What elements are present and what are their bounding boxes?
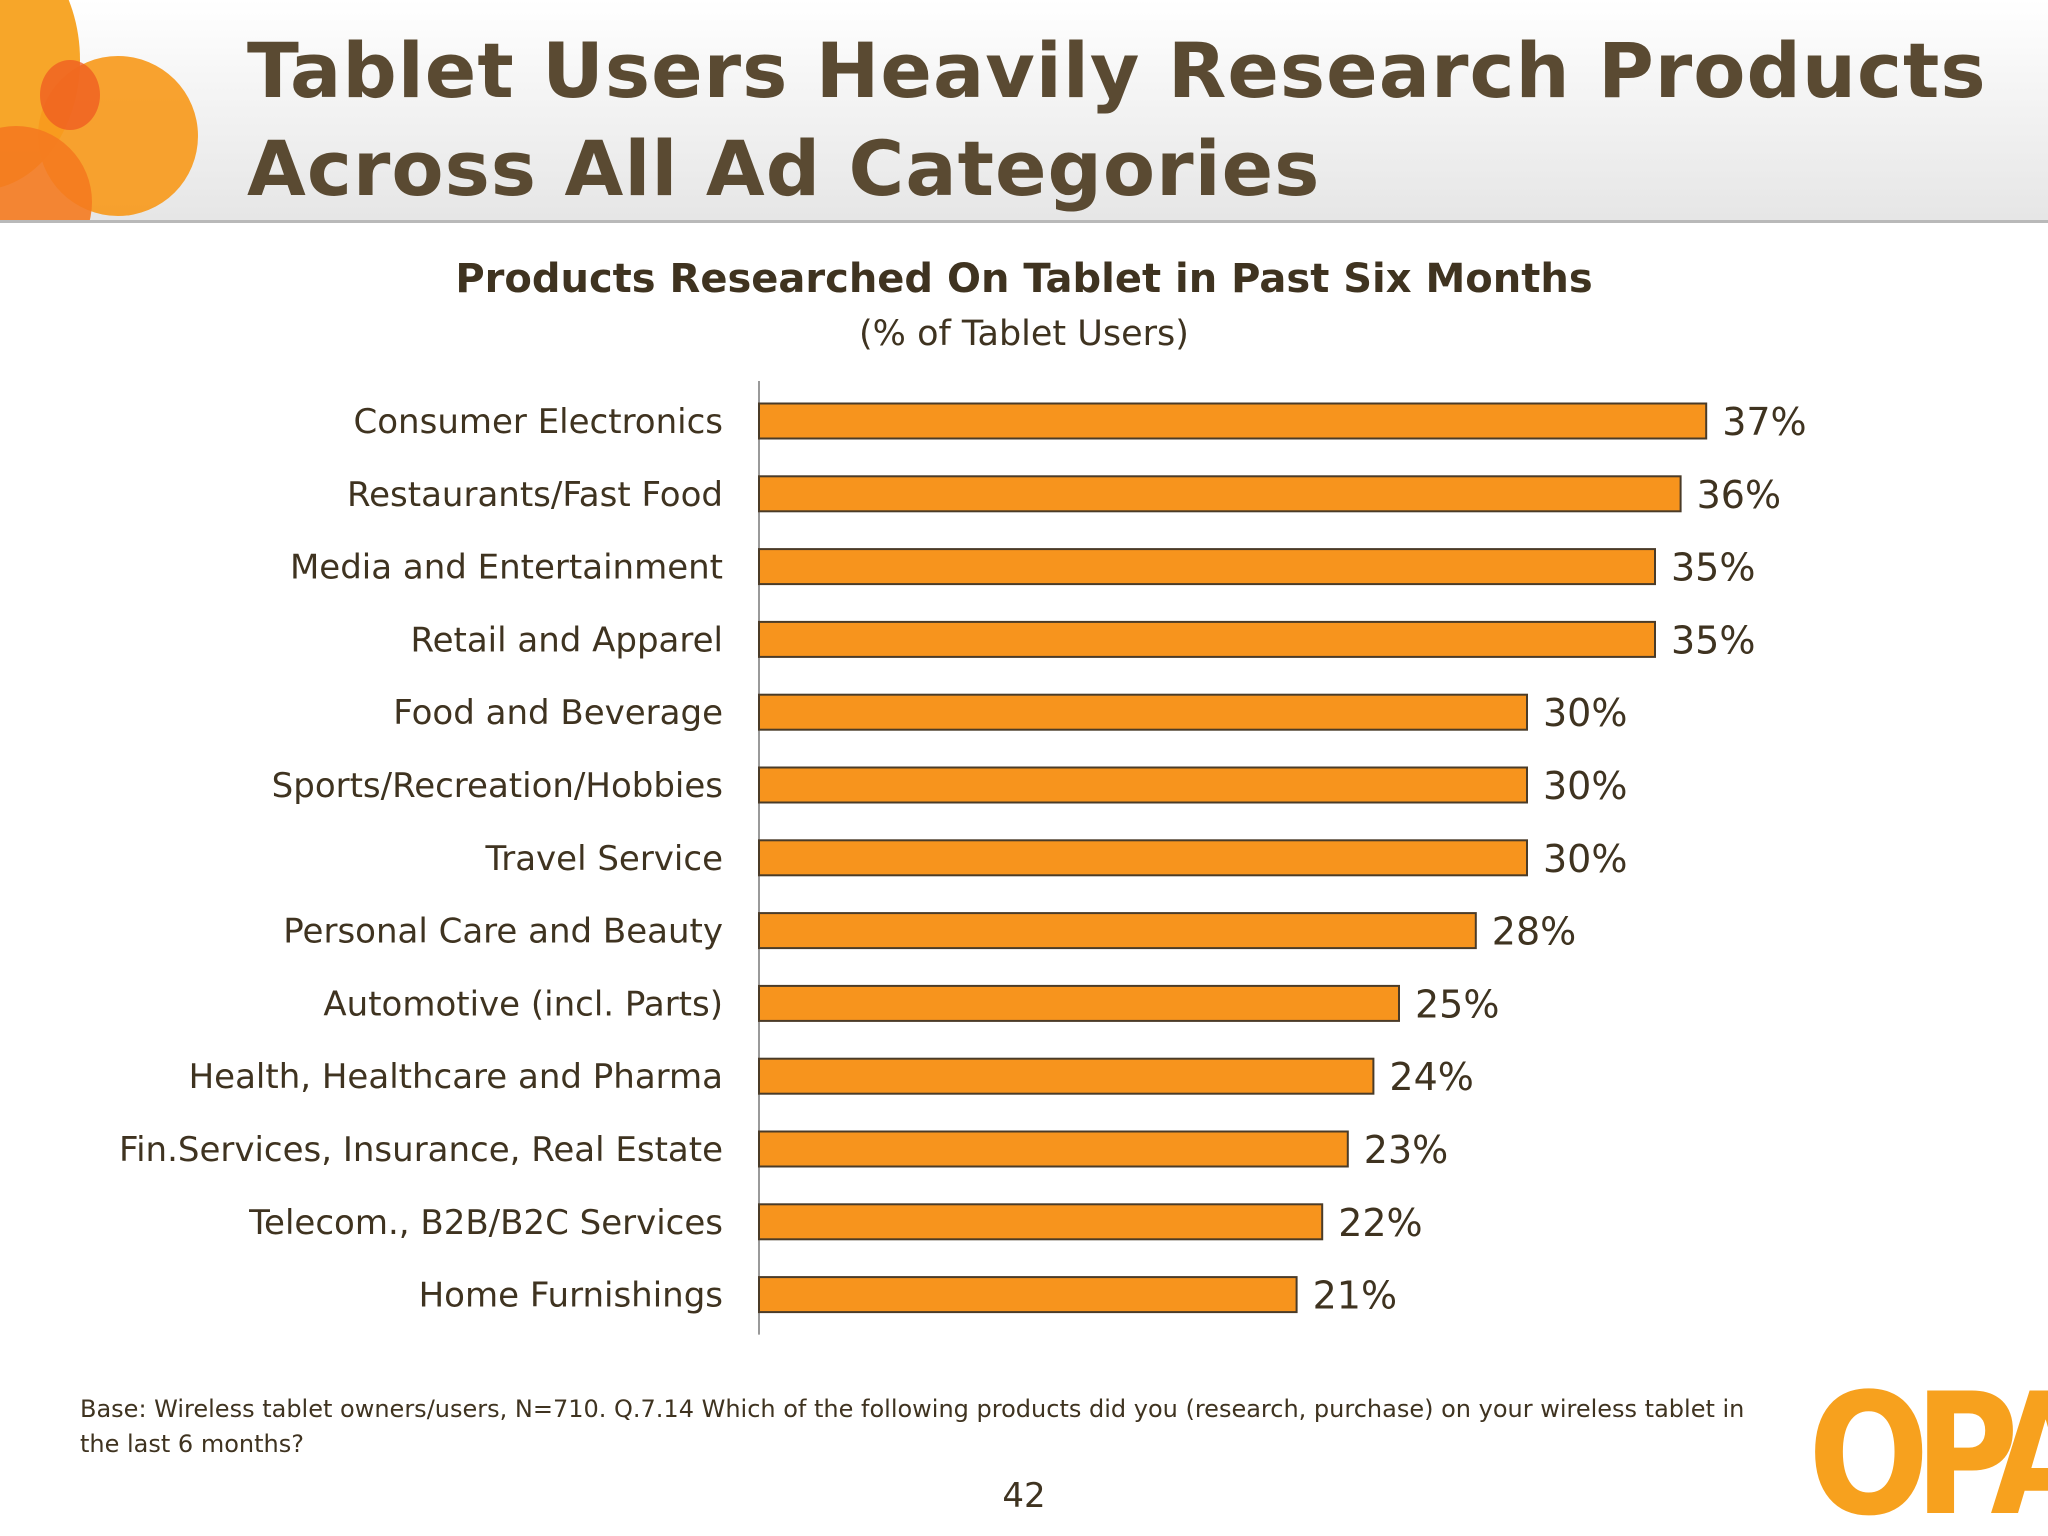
category-label: Restaurants/Fast Food: [347, 475, 723, 515]
bar: [758, 1203, 1324, 1241]
data-label: 21%: [1313, 1274, 1397, 1318]
data-label: 22%: [1338, 1201, 1422, 1245]
data-label: 35%: [1671, 546, 1755, 590]
category-label: Home Furnishings: [419, 1276, 723, 1316]
bar: [758, 402, 1708, 440]
data-label: 24%: [1389, 1055, 1473, 1099]
data-label: 23%: [1364, 1128, 1448, 1172]
bar: [758, 693, 1528, 731]
bar: [758, 475, 1682, 513]
category-label: Telecom., B2B/B2C Services: [248, 1203, 723, 1243]
category-label: Consumer Electronics: [354, 402, 723, 442]
chart-bars: Consumer Electronics 37% Restaurants/Fast …: [119, 381, 1807, 1335]
chart-title: Products Researched On Tablet in Past Si…: [455, 256, 1593, 302]
data-label: 30%: [1543, 837, 1627, 881]
opa-logo-icon: OPA: [1808, 1357, 2048, 1536]
data-label: 36%: [1697, 473, 1781, 517]
decorative-circle-icon: [40, 60, 100, 130]
category-label: Travel Service: [484, 839, 723, 879]
bar: [758, 984, 1400, 1022]
page-title-line-1: Tablet Users Heavily Research Products: [247, 26, 1987, 115]
bar: [758, 1057, 1375, 1095]
bar: [758, 620, 1656, 658]
footnote: Base: Wireless tablet owners/users, N=71…: [80, 1395, 1745, 1458]
category-label: Sports/Recreation/Hobbies: [272, 766, 723, 806]
page-title-line-2: Across All Ad Categories: [247, 124, 1321, 213]
data-label: 30%: [1543, 764, 1627, 808]
page-title: Tablet Users Heavily Research Products A…: [247, 22, 1987, 218]
category-label: Food and Beverage: [393, 693, 723, 733]
data-label: 25%: [1415, 982, 1499, 1026]
data-label: 35%: [1671, 618, 1755, 662]
bar: [758, 766, 1528, 804]
page-number: 42: [1002, 1476, 1046, 1516]
bar: [758, 839, 1528, 877]
bar: [758, 912, 1477, 950]
data-label: 28%: [1492, 910, 1576, 954]
chart-subtitle: (% of Tablet Users): [859, 314, 1189, 354]
data-label: 30%: [1543, 691, 1627, 735]
bar: [758, 1130, 1349, 1168]
category-label: Personal Care and Beauty: [283, 912, 723, 952]
header-band: Tablet Users Heavily Research Products A…: [0, 0, 2048, 223]
bar: [758, 548, 1656, 586]
bar: [758, 1276, 1298, 1314]
category-label: Retail and Apparel: [410, 620, 723, 660]
data-label: 37%: [1722, 400, 1806, 444]
category-label: Automotive (incl. Parts): [323, 984, 723, 1024]
category-label: Fin.Services, Insurance, Real Estate: [119, 1130, 723, 1170]
category-label: Health, Healthcare and Pharma: [189, 1057, 723, 1097]
category-label: Media and Entertainment: [290, 548, 723, 588]
